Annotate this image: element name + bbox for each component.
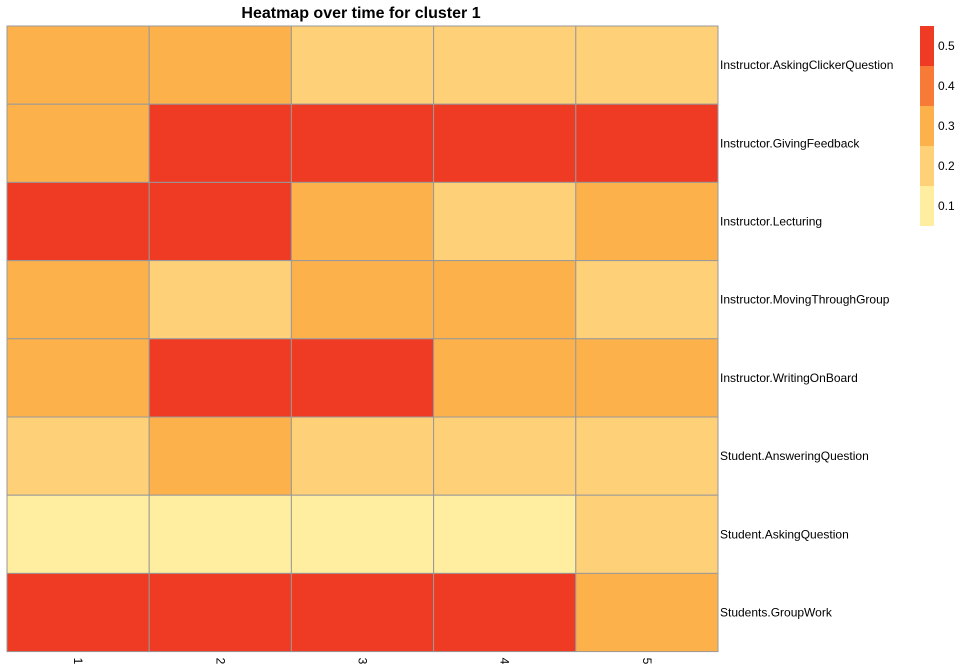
legend-tick-label: 0.3: [938, 119, 955, 133]
heatmap-cell: [6, 416, 150, 496]
legend-swatch: [920, 186, 934, 226]
heatmap-cell: [433, 103, 577, 183]
heatmap-cell: [290, 25, 435, 105]
row-labels: Instructor.AskingClickerQuestion Instruct…: [720, 58, 893, 619]
row-label: Student.AskingQuestion: [720, 527, 849, 541]
heatmap-cell: [6, 494, 150, 574]
heatmap-cell: [6, 572, 150, 653]
heatmap-cells: [6, 25, 719, 653]
heatmap-cell: [433, 494, 577, 574]
heatmap-cell: [433, 416, 577, 496]
legend-tick-labels: 0.5 0.4 0.3 0.2 0.1: [938, 39, 955, 213]
heatmap-cell: [148, 103, 292, 183]
heatmap-cell: [575, 181, 719, 262]
legend-tick-label: 0.2: [938, 159, 955, 173]
legend-swatch: [920, 66, 934, 106]
heatmap-cell: [148, 181, 292, 262]
heatmap-cell: [148, 494, 292, 574]
legend-tick-label: 0.1: [938, 199, 955, 213]
heatmap-cell: [290, 181, 435, 262]
heatmap-cell: [290, 572, 435, 653]
heatmap-cell: [575, 494, 719, 574]
heatmap-cell: [6, 260, 150, 340]
heatmap-cell: [433, 181, 577, 262]
heatmap-cell: [290, 416, 435, 496]
column-label: 1: [71, 658, 85, 665]
heatmap-cell: [148, 25, 292, 105]
heatmap-cell: [433, 260, 577, 340]
row-label: Student.AnsweringQuestion: [720, 449, 869, 463]
row-label: Instructor.WritingOnBoard: [720, 371, 858, 385]
heatmap-cell: [575, 416, 719, 496]
heatmap-cell: [575, 25, 719, 105]
row-label: Instructor.Lecturing: [720, 215, 822, 229]
heatmap-cell: [290, 338, 435, 418]
heatmap-cell: [290, 103, 435, 183]
legend-tick-label: 0.5: [938, 39, 955, 53]
heatmap-cell: [575, 338, 719, 418]
heatmap-cell: [148, 416, 292, 496]
chart-title: Heatmap over time for cluster 1: [241, 5, 480, 22]
column-label: 4: [498, 658, 512, 665]
legend-swatches: [920, 26, 934, 226]
heatmap-cell: [290, 260, 435, 340]
row-label: Instructor.GivingFeedback: [720, 136, 860, 150]
heatmap-cell: [148, 260, 292, 340]
column-label: 5: [640, 658, 654, 665]
row-label: Instructor.MovingThroughGroup: [720, 293, 890, 307]
heatmap-cell: [6, 181, 150, 262]
column-label: 3: [356, 658, 370, 665]
legend-swatch: [920, 26, 934, 66]
heatmap-cell: [6, 103, 150, 183]
color-legend: 0.5 0.4 0.3 0.2 0.1: [920, 26, 955, 226]
heatmap-cell: [433, 25, 577, 105]
heatmap-cell: [575, 103, 719, 183]
row-label: Instructor.AskingClickerQuestion: [720, 58, 893, 72]
heatmap-cell: [290, 494, 435, 574]
column-label: 2: [213, 658, 227, 665]
legend-tick-label: 0.4: [938, 79, 955, 93]
heatmap-cell: [433, 572, 577, 653]
heatmap-cell: [575, 572, 719, 653]
heatmap-cell: [148, 572, 292, 653]
legend-swatch: [920, 106, 934, 146]
heatmap-cell: [575, 260, 719, 340]
heatmap-cell: [148, 338, 292, 418]
heatmap-cell: [6, 25, 150, 105]
column-labels: 1 2 3 4 5: [71, 658, 654, 665]
heatmap-cell: [6, 338, 150, 418]
heatmap-cell: [433, 338, 577, 418]
row-label: Students.GroupWork: [720, 606, 833, 620]
legend-swatch: [920, 146, 934, 186]
